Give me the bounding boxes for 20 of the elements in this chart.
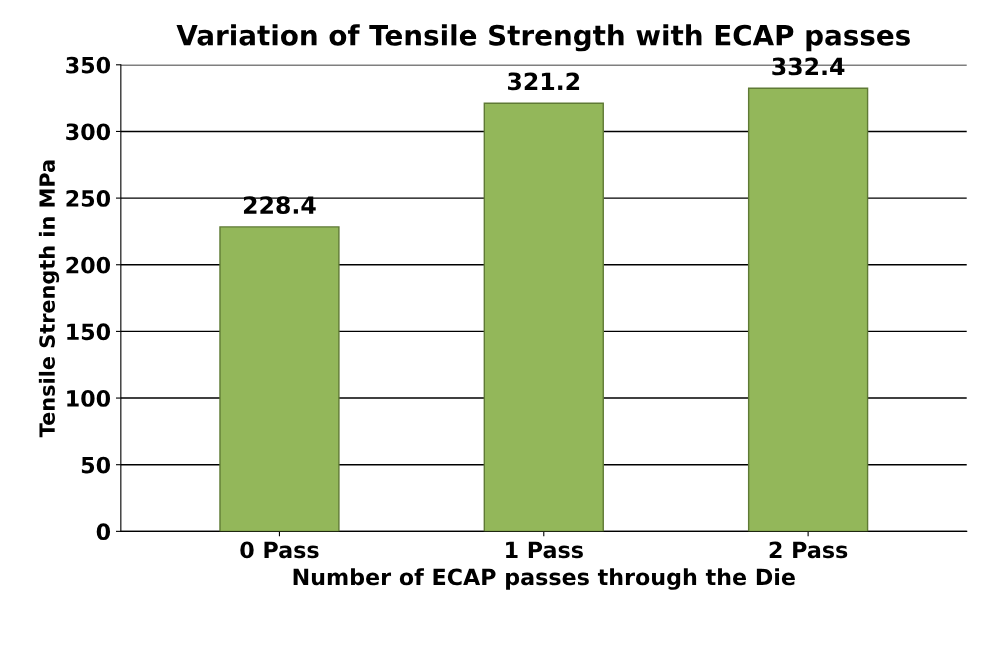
y-tick-label: 150 — [67, 323, 111, 341]
y-tick-label: 100 — [67, 390, 111, 407]
chart-title: Variation of Tensile Strength with ECAP passes — [176, 24, 910, 52]
y-tick-label: 250 — [66, 190, 111, 207]
y-tick-label: 300 — [66, 123, 111, 141]
y-tick-label: 350 — [66, 56, 111, 74]
data-label: 332.4 — [772, 57, 845, 76]
x-tick-label: 1 Pass — [506, 541, 583, 559]
y-tick-label: 50 — [81, 456, 111, 474]
data-label: 228.4 — [243, 196, 316, 214]
x-tick-label: 2 Pass — [769, 541, 848, 559]
bar — [747, 87, 869, 532]
x-axis-title: Number of ECAP passes through the Die — [293, 568, 795, 590]
data-label: 321.2 — [508, 72, 580, 91]
y-tick-label: 200 — [66, 256, 111, 274]
x-tick-label: 0 Pass — [240, 541, 319, 559]
y-axis-title: Tensile Strength in MPa — [38, 160, 60, 438]
bar — [483, 102, 604, 532]
bar — [219, 226, 340, 532]
y-tick-label: 0 — [96, 523, 111, 541]
